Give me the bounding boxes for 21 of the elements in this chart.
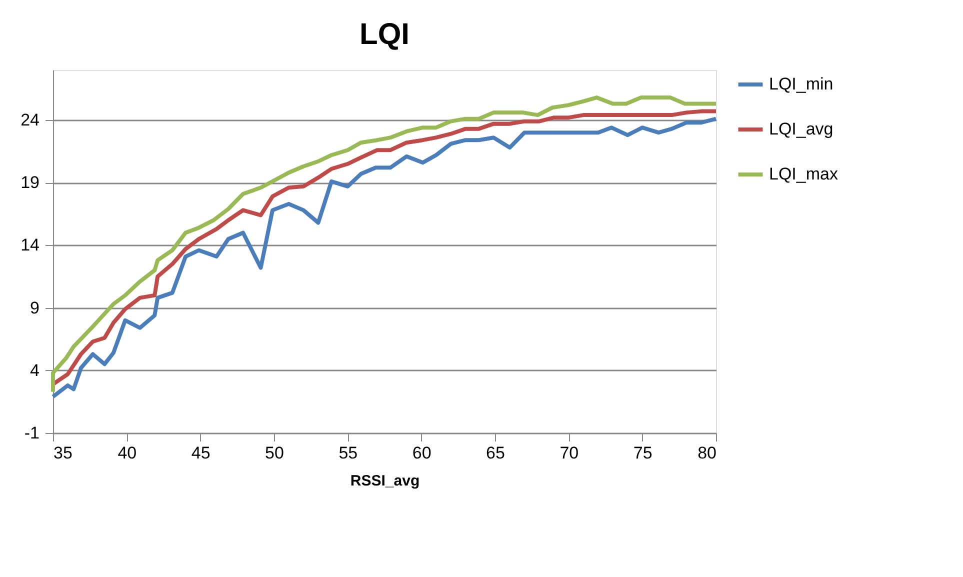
legend-label: LQI_max [769,164,838,184]
legend-label: LQI_min [769,74,834,94]
x-tick-label: 80 [698,444,716,462]
x-tick-label: 40 [118,444,137,462]
chart-title: LQI [360,18,410,51]
y-tick-label: -1 [24,424,40,442]
y-tick-label: 4 [30,360,40,380]
x-tick-label: 35 [54,444,72,462]
x-tick-label: 70 [560,444,579,462]
x-tick-label: 50 [265,444,284,462]
y-tick-label: 14 [20,236,40,255]
x-tick-label: 65 [486,444,505,462]
x-tick-label: 55 [338,444,358,462]
x-axis-title: RSSI_avg [350,472,420,490]
x-tick-label: 75 [633,444,652,462]
y-tick-label: 24 [20,110,40,130]
x-tick-label: 45 [191,444,210,462]
legend-label: LQI_avg [769,120,834,138]
y-tick-label: 19 [20,173,40,192]
x-tick-label: 60 [412,444,432,462]
y-tick-label: 9 [30,298,40,318]
